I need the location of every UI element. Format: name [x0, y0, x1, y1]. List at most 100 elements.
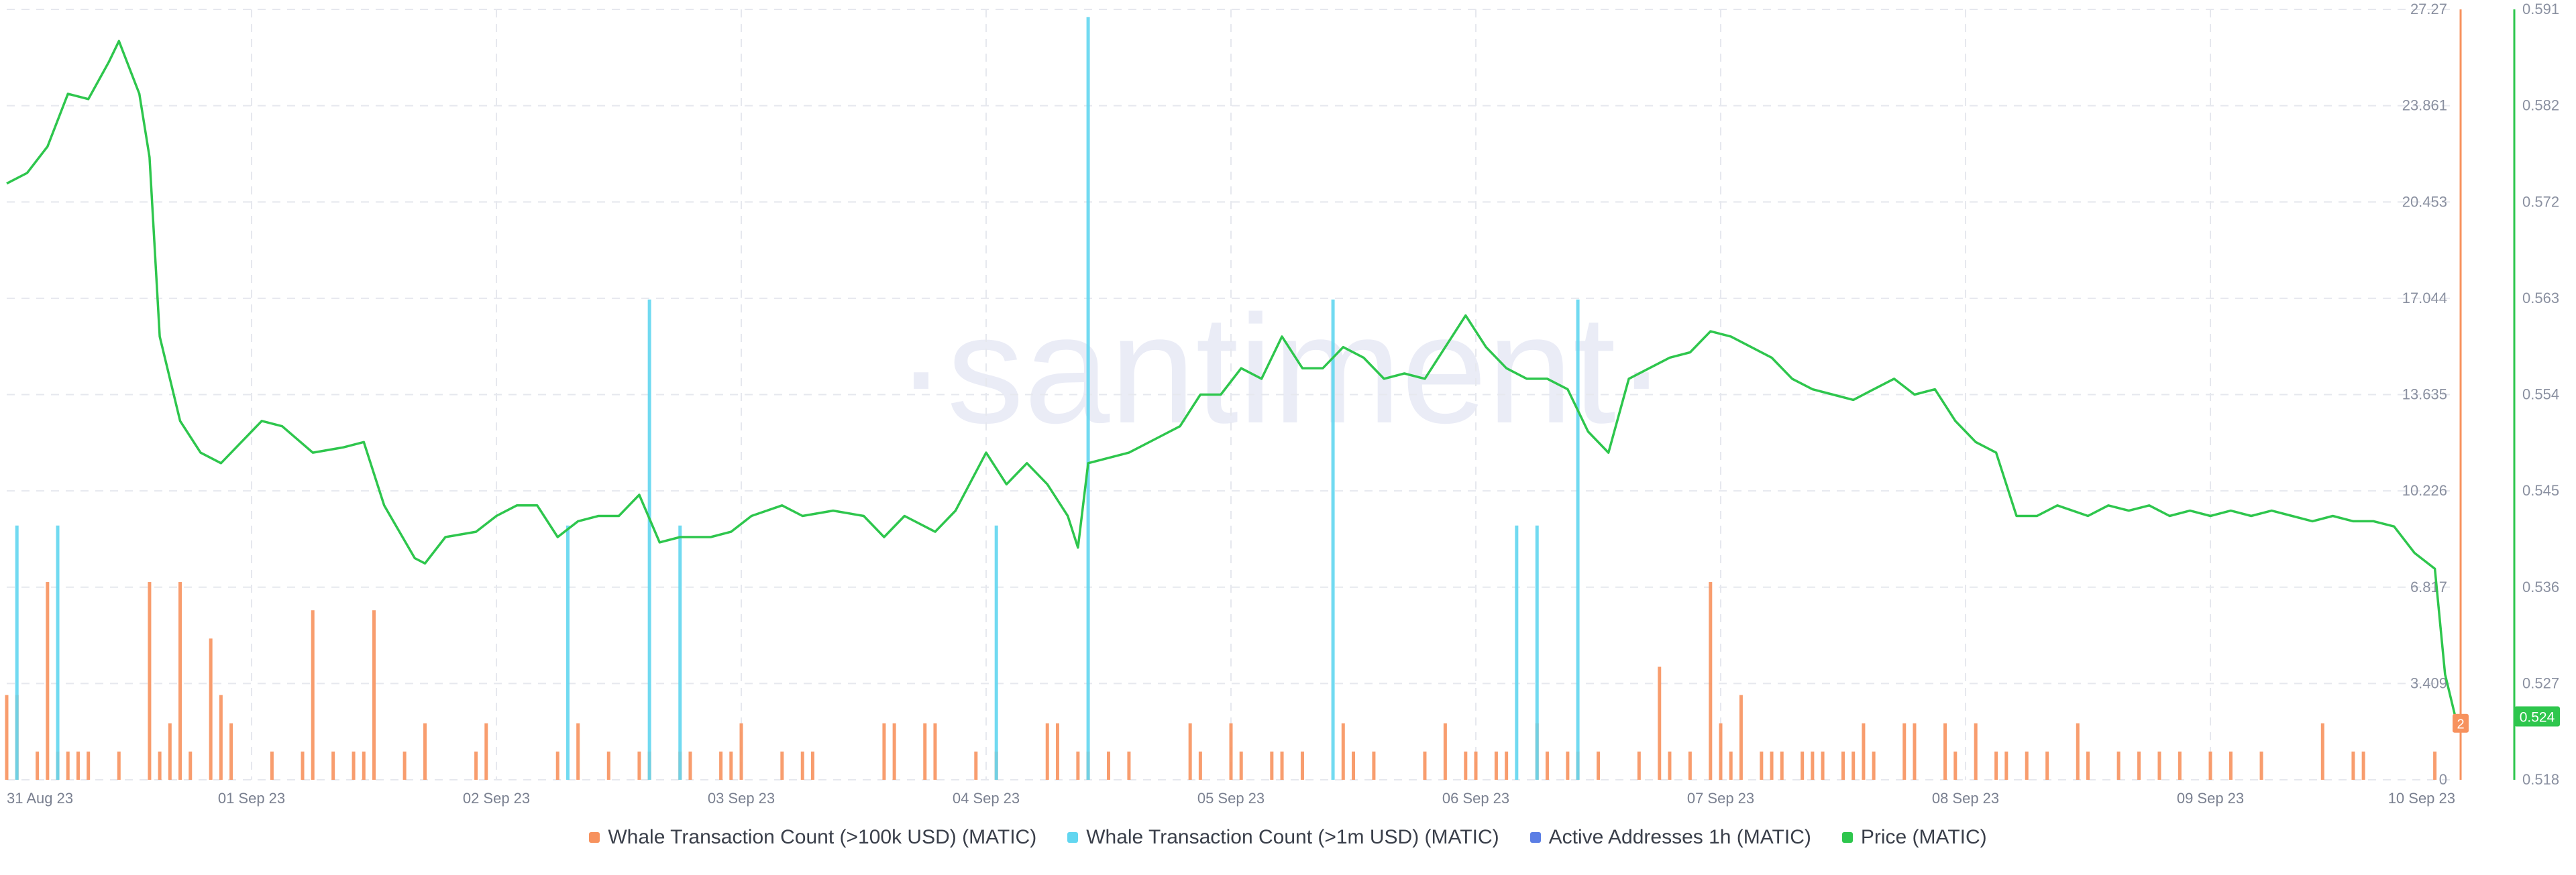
legend-item-whale-100k[interactable]: Whale Transaction Count (>100k USD) (MAT…: [589, 826, 1036, 849]
bar-whale-100k: [1739, 695, 1743, 780]
bar-whale-100k: [1658, 666, 1662, 780]
bar-whale-100k: [1107, 751, 1110, 780]
series-price: [6, 40, 2457, 717]
bar-whale-100k: [270, 751, 274, 780]
bar-whale-100k: [189, 751, 193, 780]
bar-whale-100k: [1270, 751, 1274, 780]
bar-whale-100k: [1637, 751, 1641, 780]
bar-whale-100k: [2433, 751, 2437, 780]
bar-whale-100k: [1801, 751, 1805, 780]
bar-whale-100k: [780, 751, 784, 780]
bar-whale-100k: [484, 723, 488, 780]
bar-whale-100k: [1688, 751, 1692, 780]
last-value-badges: 2 0.524: [2453, 706, 2560, 733]
bar-whale-100k: [148, 582, 152, 780]
x-tick-label: 05 Sep 23: [1197, 790, 1265, 807]
bar-whale-1m: [1331, 299, 1335, 780]
bar-whale-100k: [372, 610, 376, 780]
bar-whale-100k: [576, 723, 580, 780]
watermark: ·santiment·: [896, 283, 1667, 455]
legend-item-price[interactable]: Price (MATIC): [1841, 826, 1987, 849]
bar-whale-100k: [2025, 751, 2029, 780]
bar-whale-100k: [1566, 751, 1570, 780]
bar-whale-100k: [2157, 751, 2161, 780]
bar-whale-100k: [1953, 751, 1957, 780]
bar-whale-100k: [352, 751, 356, 780]
bar-whale-100k: [301, 751, 305, 780]
bar-whale-100k: [974, 751, 978, 780]
bar-whale-100k: [1770, 751, 1774, 780]
bar-whale-100k: [1341, 723, 1345, 780]
bar-whale-1m: [566, 525, 570, 780]
price-axis: 0.518 0.527 0.536 0.545 0.554 0.563 0.572 0.582…: [2513, 1, 2559, 788]
bar-whale-100k: [923, 723, 927, 780]
bar-whale-100k: [87, 751, 91, 780]
x-tick-label: 03 Sep 23: [708, 790, 775, 807]
bar-whale-100k: [311, 610, 315, 780]
bar-whale-100k: [1719, 723, 1723, 780]
bar-whale-100k: [729, 751, 733, 780]
legend-item-whale-1m[interactable]: Whale Transaction Count (>1m USD) (MATIC…: [1067, 826, 1499, 849]
bar-whale-100k: [882, 723, 886, 780]
bar-whale-100k: [2178, 751, 2182, 780]
x-tick-label: 06 Sep 23: [1442, 790, 1509, 807]
bar-whale-100k: [1076, 751, 1080, 780]
price-tick-label: 0.572: [2522, 193, 2559, 210]
count-tick-label: 10.226: [2402, 482, 2447, 499]
bar-whale-100k: [402, 751, 407, 780]
bar-whale-100k: [892, 723, 896, 780]
bar-whale-100k: [933, 723, 937, 780]
bar-whale-100k: [1994, 751, 1998, 780]
price-tick-label: 0.527: [2522, 675, 2559, 691]
legend-swatch: [589, 832, 600, 843]
x-tick-label: 07 Sep 23: [1687, 790, 1754, 807]
x-axis-ticks: 31 Aug 23 01 Sep 23 02 Sep 23 03 Sep 23 04 S…: [7, 790, 2455, 807]
bar-whale-100k: [1545, 751, 1549, 780]
bar-whale-100k: [178, 582, 182, 780]
bar-whale-100k: [1872, 751, 1876, 780]
count-tick-label: 23.861: [2402, 97, 2447, 114]
bar-whale-100k: [36, 751, 40, 780]
bar-whale-100k: [1443, 723, 1447, 780]
grid-lines: [7, 9, 2455, 780]
bar-whale-100k: [1505, 751, 1509, 780]
x-tick-label: 31 Aug 23: [7, 790, 73, 807]
bar-whale-100k: [2351, 751, 2355, 780]
legend-swatch: [1841, 832, 1853, 843]
price-tick-label: 0.518: [2522, 771, 2559, 788]
bar-whale-100k: [2086, 751, 2090, 780]
price-tick-label: 0.582: [2522, 97, 2559, 114]
bar-whale-100k: [1913, 723, 1917, 780]
legend-item-active-addresses[interactable]: Active Addresses 1h (MATIC): [1529, 826, 1811, 849]
count-last-badge: [2453, 713, 2469, 733]
bar-whale-100k: [2320, 723, 2324, 780]
bar-whale-100k: [739, 723, 743, 780]
bar-whale-100k: [1821, 751, 1825, 780]
bar-whale-100k: [209, 638, 213, 780]
series-whale-100k: [5, 582, 2437, 780]
price-tick-label: 0.545: [2522, 482, 2559, 499]
count-tick-label: 3.409: [2410, 675, 2447, 691]
x-tick-label: 09 Sep 23: [2177, 790, 2244, 807]
legend-label: Price (MATIC): [1860, 826, 1987, 848]
price-tick-label: 0.591: [2522, 1, 2559, 17]
bar-whale-100k: [219, 695, 223, 780]
bar-whale-100k: [474, 751, 478, 780]
bar-whale-100k: [2076, 723, 2080, 780]
bar-whale-100k: [810, 751, 814, 780]
bar-whale-1m: [1086, 17, 1090, 780]
bar-whale-100k: [1198, 751, 1202, 780]
bar-whale-100k: [1811, 751, 1815, 780]
bar-whale-100k: [66, 751, 70, 780]
bar-whale-100k: [1280, 751, 1284, 780]
bar-whale-1m: [15, 525, 19, 780]
legend-label: Whale Transaction Count (>1m USD) (MATIC…: [1086, 826, 1499, 848]
bar-whale-100k: [229, 723, 233, 780]
bar-whale-100k: [2361, 751, 2365, 780]
count-tick-label: 6.817: [2410, 579, 2447, 595]
bar-whale-100k: [2259, 751, 2263, 780]
bar-whale-100k: [1709, 582, 1713, 780]
count-tick-label: 13.635: [2402, 386, 2447, 403]
bar-whale-100k: [1127, 751, 1131, 780]
